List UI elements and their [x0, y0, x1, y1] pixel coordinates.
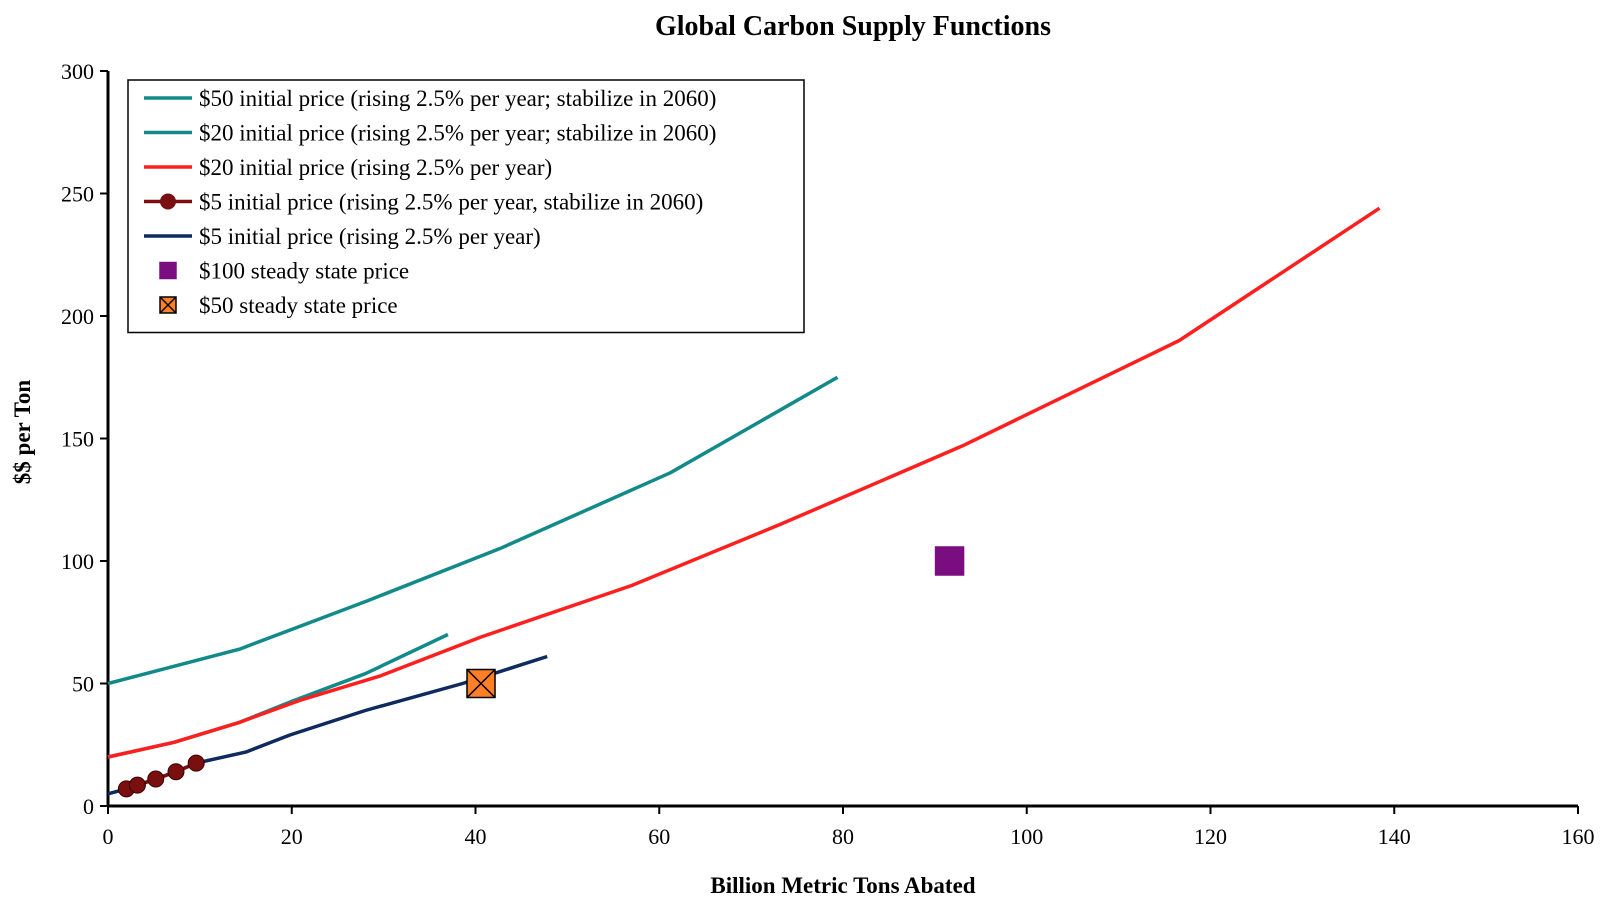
x-tick-label: 80 — [832, 824, 854, 849]
plot-area — [107, 206, 1381, 798]
series-line-3 — [107, 206, 1381, 759]
x-axis-title: Billion Metric Tons Abated — [710, 873, 975, 898]
y-tick-label: 200 — [61, 304, 94, 329]
series-point — [167, 763, 185, 781]
chart-title: Global Carbon Supply Functions — [655, 11, 1051, 42]
legend-marker-cross — [159, 296, 177, 314]
series-point — [128, 776, 146, 794]
x-tick-label: 120 — [1194, 824, 1227, 849]
legend-label: $5 initial price (rising 2.5% per year) — [199, 224, 541, 249]
steady-state-point-2-cross — [466, 668, 496, 699]
x-tick-label: 60 — [648, 824, 670, 849]
series-point — [187, 754, 205, 772]
series-point — [147, 770, 165, 788]
x-tick-label: 160 — [1562, 824, 1595, 849]
y-axis-title: $$ per Ton — [10, 380, 35, 485]
legend-marker — [160, 193, 176, 210]
legend: $50 initial price (rising 2.5% per year;… — [127, 79, 805, 334]
axes: 0 50 100 150 200 250 300 0 20 40 60 80 100 120 140 160 — [61, 59, 1595, 849]
y-tick-label: 100 — [61, 549, 94, 574]
x-tick-label: 140 — [1378, 824, 1411, 849]
legend-label: $50 initial price (rising 2.5% per year;… — [199, 86, 716, 111]
y-tick-label: 0 — [83, 794, 94, 819]
y-tick-label: 300 — [61, 59, 94, 84]
x-tick-label: 100 — [1010, 824, 1043, 849]
y-tick-label: 250 — [61, 182, 94, 207]
legend-label: $5 initial price (rising 2.5% per year, … — [199, 190, 703, 215]
legend-box — [127, 79, 805, 334]
y-tick-label: 150 — [61, 427, 94, 452]
x-tick-label: 20 — [281, 824, 303, 849]
legend-label: $20 initial price (rising 2.5% per year;… — [199, 121, 716, 146]
x-tick-label: 0 — [103, 824, 114, 849]
series-line-1 — [107, 375, 839, 686]
legend-label: $50 steady state price — [199, 293, 398, 318]
legend-marker — [159, 261, 177, 280]
x-tick-label: 40 — [465, 824, 487, 849]
y-tick-label: 50 — [72, 672, 94, 697]
legend-label: $20 initial price (rising 2.5% per year) — [199, 155, 552, 180]
legend-label: $100 steady state price — [199, 259, 409, 284]
steady-state-point-1 — [934, 546, 965, 576]
